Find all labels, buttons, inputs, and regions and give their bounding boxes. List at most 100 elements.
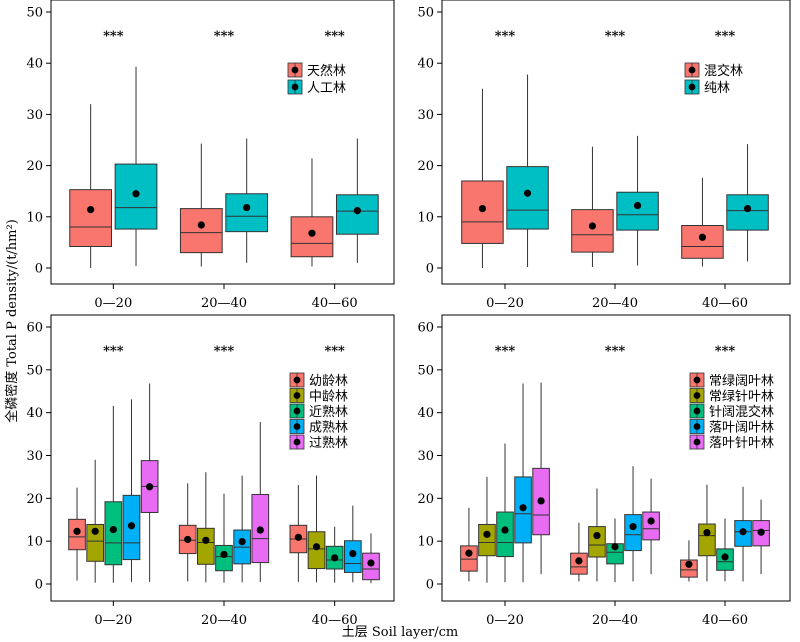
legend-item: 落叶阔叶林	[689, 419, 774, 436]
box-近熟林	[104, 501, 123, 566]
mean-point	[478, 205, 487, 213]
box-落叶阔叶林	[624, 514, 642, 552]
legend-point	[291, 66, 299, 74]
significance-label: ***	[214, 344, 235, 359]
box-天然林	[179, 208, 223, 254]
legend-label: 混交林	[704, 63, 743, 79]
box-常绿阔叶林	[680, 559, 698, 578]
legend-item: 天然林	[287, 62, 346, 79]
x-tick-label: 20—40	[592, 613, 638, 628]
mean-point	[202, 536, 210, 544]
mean-point	[593, 531, 601, 540]
box-人工林	[335, 194, 379, 235]
x-tick-label: 0—20	[94, 613, 132, 628]
box-天然林	[69, 189, 113, 247]
legend-point	[693, 376, 701, 384]
box-中龄林	[86, 523, 105, 562]
mean-point	[197, 221, 205, 229]
x-tick-label: 40—60	[312, 613, 358, 628]
x-tick-label: 0—20	[486, 613, 524, 628]
significance-label: ***	[103, 29, 124, 44]
panel-frame	[441, 0, 791, 285]
y-tick-label: 50	[417, 6, 434, 21]
legend-point	[293, 438, 301, 446]
y-tick-label: 50	[417, 363, 434, 378]
legend-item: 过熟林	[289, 434, 348, 451]
legend-label: 落叶阔叶林	[709, 421, 774, 436]
y-tick-label: 20	[417, 492, 434, 507]
y-tick-label: 30	[417, 108, 434, 123]
legend-point	[293, 392, 301, 399]
mean-point	[127, 522, 136, 530]
panel-frame	[50, 0, 395, 285]
mean-point	[588, 222, 597, 230]
y-tick-label: 50	[26, 6, 43, 21]
legend-label: 针阔混交林	[709, 404, 774, 420]
legend-item: 人工林	[287, 79, 346, 96]
mean-point	[109, 526, 117, 534]
legend-item: 近熟林	[289, 403, 348, 420]
significance-label: ***	[605, 344, 626, 359]
legend-item: 混交林	[684, 62, 743, 79]
y-tick-label: 30	[417, 449, 434, 464]
legend-item: 常绿针叶林	[689, 388, 774, 405]
box-纯林	[726, 194, 769, 231]
mean-point	[367, 559, 375, 567]
legend-item: 针阔混交林	[689, 403, 774, 420]
panel-frame	[50, 314, 395, 602]
x-tick-label: 40—60	[702, 296, 748, 311]
legend-label: 常绿阔叶林	[709, 374, 774, 389]
mean-point	[611, 543, 619, 551]
x-tick-label: 20—40	[201, 613, 247, 628]
x-tick-label: 40—60	[312, 296, 358, 311]
x-tick-label: 0—20	[94, 296, 132, 311]
y-tick-label: 60	[417, 321, 434, 336]
legend-item: 落叶针叶林	[689, 434, 774, 451]
mean-point	[146, 483, 154, 491]
box-常绿针叶林	[478, 523, 496, 557]
legend-point	[291, 83, 299, 91]
box-纯林	[616, 191, 659, 231]
mean-point	[647, 517, 655, 525]
mean-point	[523, 189, 532, 197]
legend-point	[693, 407, 701, 415]
significance-label: ***	[495, 29, 516, 44]
x-tick-label: 20—40	[201, 296, 247, 311]
mean-point	[743, 205, 752, 213]
legend-point	[293, 376, 301, 384]
y-tick-label: 40	[417, 57, 434, 72]
legend-label: 中龄林	[309, 390, 348, 405]
y-tick-label: 30	[26, 108, 43, 123]
legend-label: 成熟林	[309, 420, 348, 436]
significance-label: ***	[103, 344, 124, 359]
x-axis-title: 土层 Soil layer/cm	[342, 625, 458, 640]
mean-point	[519, 504, 527, 512]
box-常绿阔叶林	[460, 545, 478, 572]
mean-point	[698, 233, 707, 241]
y-tick-label: 0	[35, 578, 43, 593]
box-混交林	[571, 209, 614, 253]
panel-frame	[441, 314, 791, 602]
significance-label: ***	[605, 29, 626, 44]
y-tick-label: 60	[26, 321, 43, 336]
legend-item: 成熟林	[289, 419, 348, 436]
legend-point	[688, 66, 696, 74]
box-落叶针叶林	[642, 511, 660, 541]
significance-label: ***	[324, 29, 345, 44]
box-纯林	[506, 166, 549, 230]
mean-point	[483, 530, 491, 538]
legend-point	[293, 407, 301, 415]
legend-point	[693, 438, 701, 446]
x-tick-label: 20—40	[592, 296, 638, 311]
y-tick-label: 10	[417, 535, 434, 550]
mean-point	[501, 526, 509, 534]
legend-label: 常绿针叶林	[709, 390, 774, 405]
legend-point	[693, 392, 701, 399]
y-tick-label: 10	[26, 210, 43, 225]
box-常绿针叶林	[698, 523, 716, 557]
mean-point	[739, 528, 747, 536]
significance-label: ***	[715, 344, 736, 359]
box-常绿针叶林	[588, 526, 606, 558]
